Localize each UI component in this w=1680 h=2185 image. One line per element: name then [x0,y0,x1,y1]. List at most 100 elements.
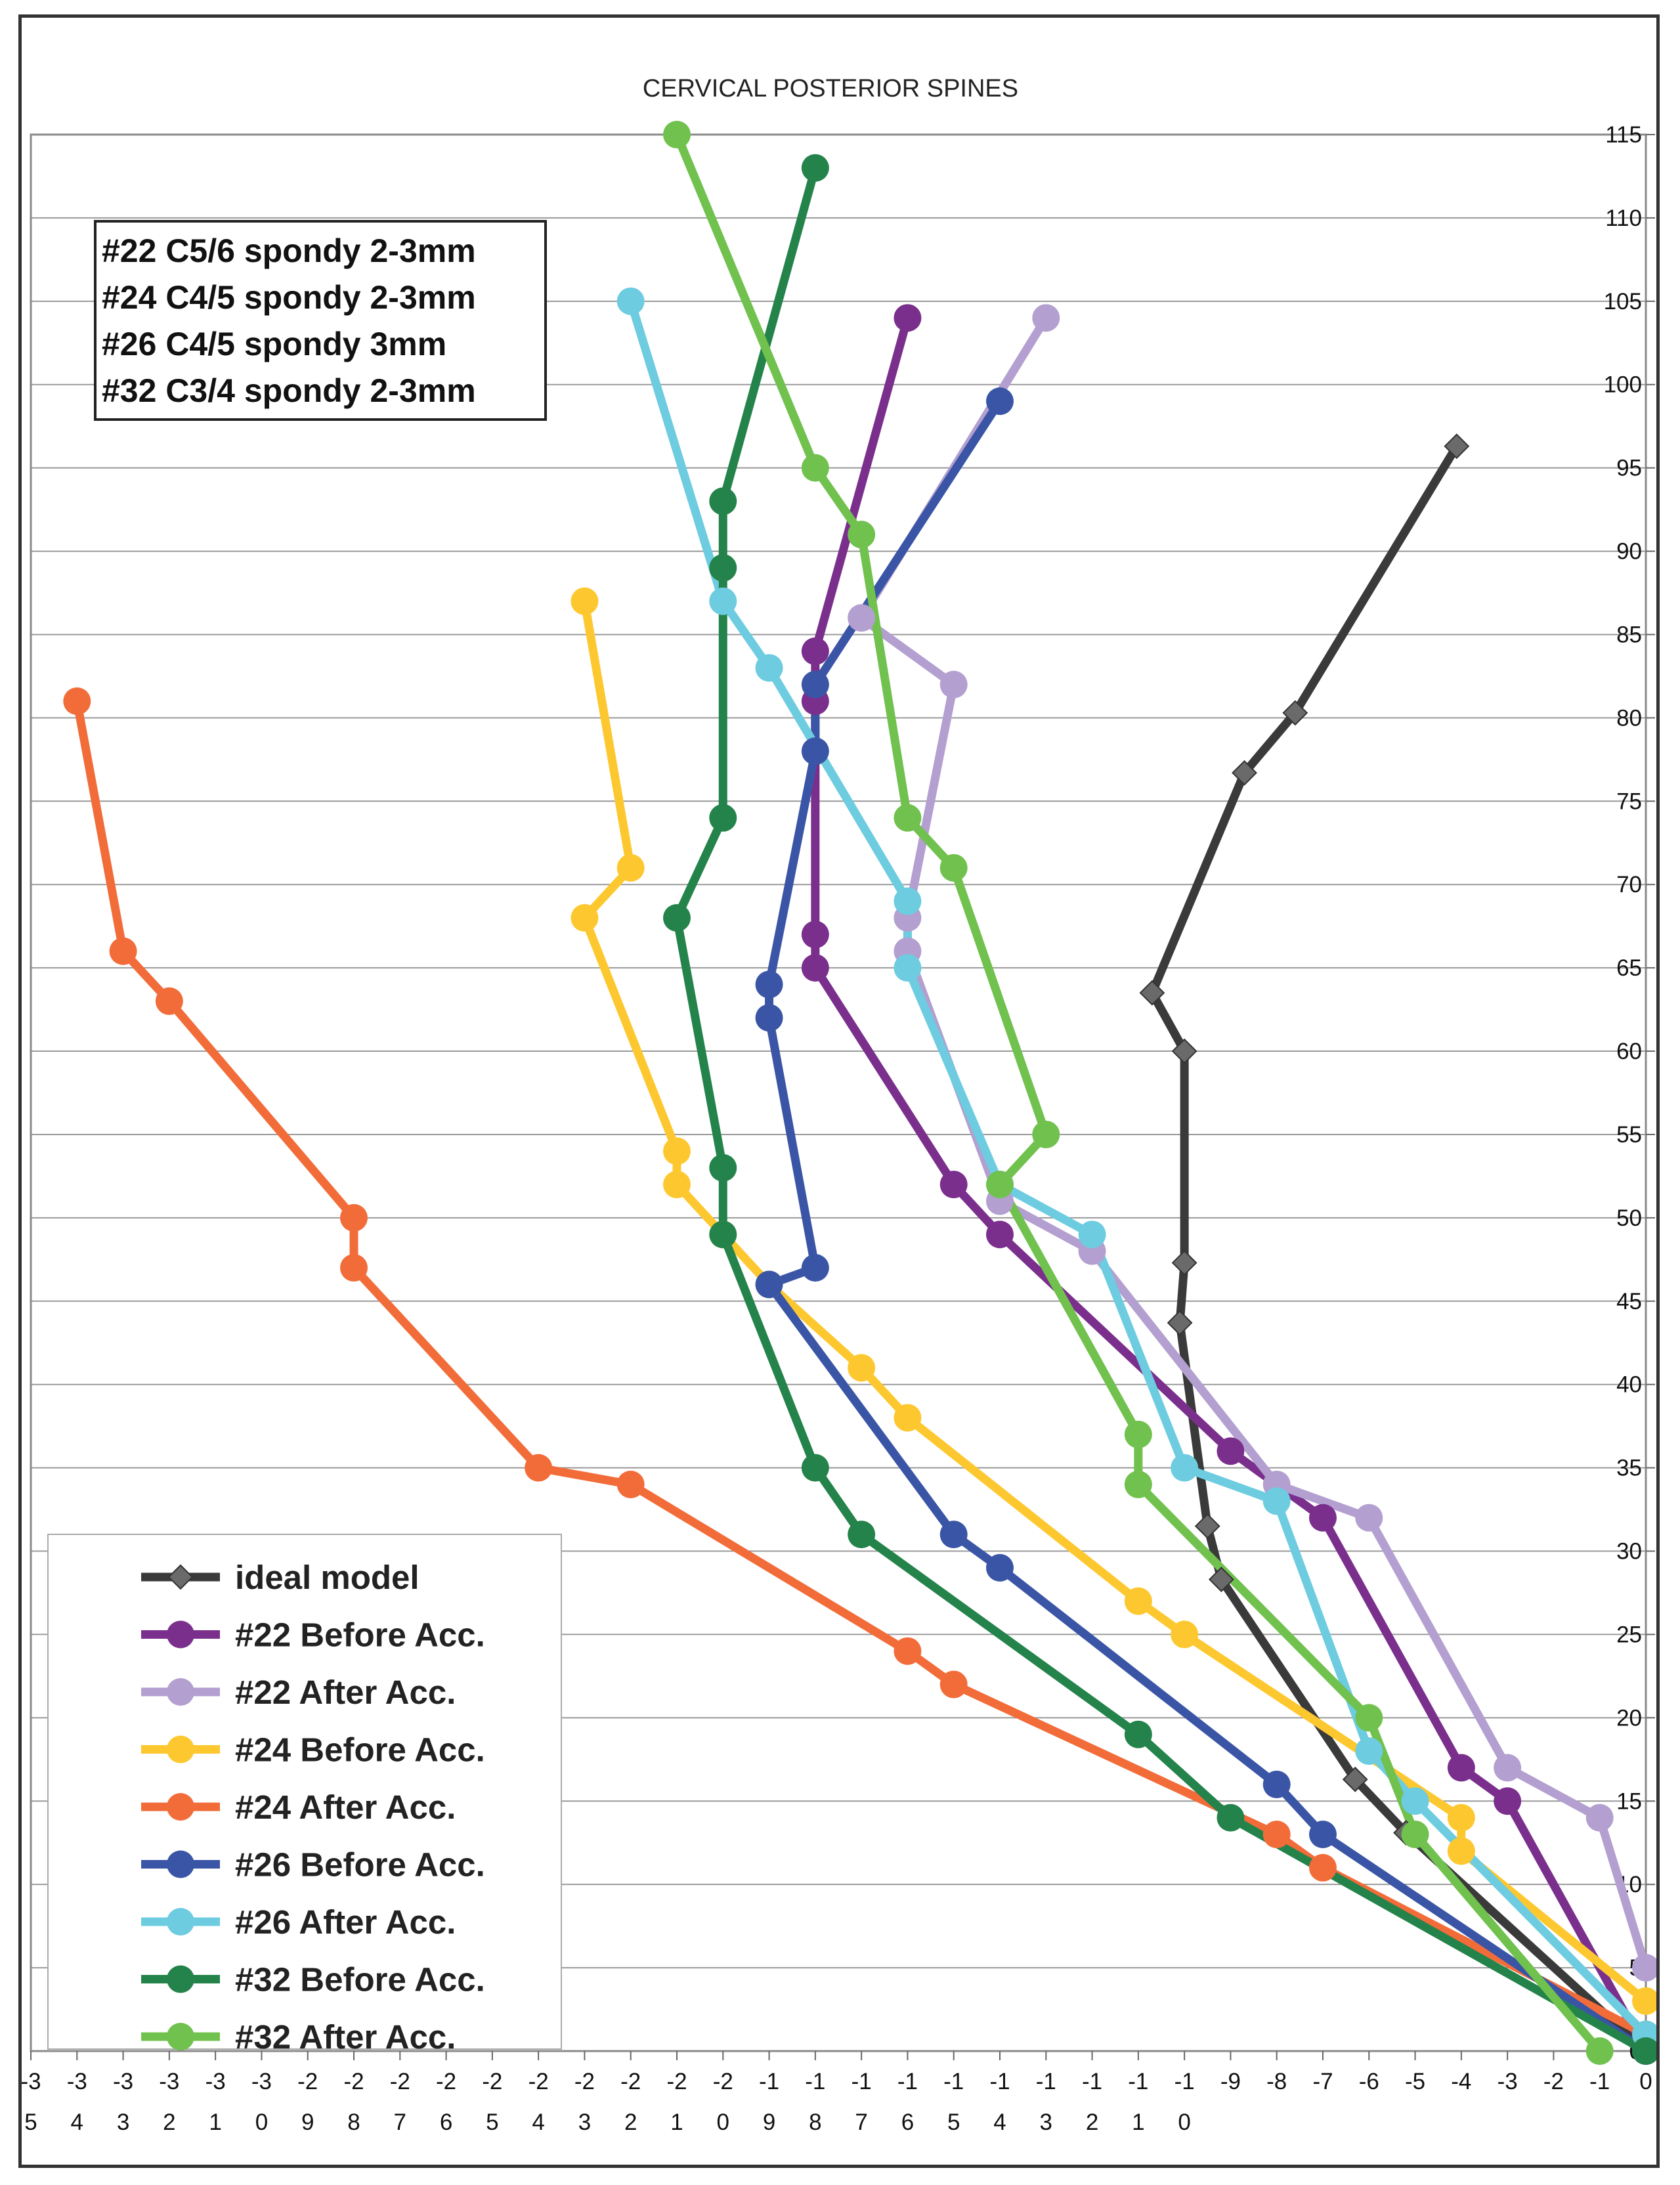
x-tick-label: -1 [897,2069,918,2094]
x-tick-label: -3 [251,2069,272,2094]
x-tick-label-second-line: 7 [394,2109,406,2135]
annotation-box: #22 C5/6 spondy 2-3mm #24 C4/5 spondy 2-… [94,220,547,421]
data-point [1447,1754,1475,1782]
x-tick-label: 0 [1639,2069,1652,2094]
data-point [155,987,183,1015]
data-point [939,1521,968,1549]
data-point [894,1637,922,1665]
data-point [986,1221,1014,1249]
data-point [801,637,829,665]
x-tick-label: -3 [22,2069,41,2094]
data-point [801,1254,829,1282]
x-tick-label: -1 [805,2069,825,2094]
x-tick-label-second-line: 1 [209,2109,221,2135]
y-tick-label: 40 [1616,1372,1642,1398]
legend-label: #26 Before Acc. [235,1846,485,1884]
chart: CERVICAL POSTERIOR SPINES 05101520253035… [22,75,1656,2135]
y-tick-label: 75 [1616,789,1642,814]
x-tick-label-second-line: 3 [117,2109,129,2135]
data-point [939,1171,968,1199]
data-point [709,487,737,515]
x-tick-label: -1 [1174,2069,1195,2094]
legend-label: ideal model [235,1559,420,1596]
y-tick-label: 70 [1616,872,1642,898]
x-tick-label: -2 [390,2069,410,2094]
data-point [1494,1754,1522,1782]
legend-marker [167,1793,194,1821]
annotation-line: #26 C4/5 spondy 3mm [102,326,446,362]
data-point [1032,304,1060,332]
y-tick-label: 95 [1616,456,1642,481]
y-tick-label: 30 [1616,1539,1642,1565]
x-tick-label-second-line: 8 [809,2109,821,2135]
legend-label: #24 After Acc. [235,1788,456,1826]
data-point [939,1670,968,1698]
x-tick-label: -1 [943,2069,964,2094]
series-line [580,597,1650,2006]
data-point [1585,2037,1614,2065]
x-tick-label: -3 [113,2069,133,2094]
data-point [1401,1787,1429,1815]
data-point [1632,1987,1656,2015]
data-point [1124,1420,1152,1448]
x-tick-label: -3 [205,2069,226,2094]
x-tick-label: -1 [1082,2069,1102,2094]
legend-marker [167,2023,194,2050]
x-tick-label: -3 [1497,2069,1518,2094]
y-tick-label: 100 [1604,372,1642,398]
y-tick-label: 50 [1616,1205,1642,1231]
data-point [848,604,876,632]
y-tick-label: 65 [1616,955,1642,981]
x-tick-label: -3 [67,2069,87,2094]
data-point [801,670,829,699]
y-tick-label: 45 [1616,1289,1642,1314]
data-point [1632,1954,1656,1982]
data-point [1282,700,1308,726]
series-line [811,313,1650,2056]
x-tick-label: -1 [989,2069,1010,2094]
data-point [663,903,691,932]
chart-frame: CERVICAL POSTERIOR SPINES 05101520253035… [18,14,1660,2168]
x-tick-label-second-line: 4 [71,2109,83,2135]
data-point [1309,1821,1337,1849]
x-tick-label-second-line: 4 [993,2109,1006,2135]
data-point [986,1553,1014,1582]
data-point [1585,1804,1614,1832]
data-point [709,553,737,582]
data-point [755,1270,783,1299]
legend-marker [167,1965,194,1993]
data-point [894,804,922,832]
data-point [663,1171,691,1199]
data-point [894,304,922,332]
data-point [340,1203,368,1232]
data-point [616,854,645,882]
data-point [1355,1504,1383,1532]
x-tick-label-second-line: 2 [1086,2109,1098,2135]
legend-marker [167,1850,194,1878]
annotation-line: #22 C5/6 spondy 2-3mm [102,232,476,269]
data-point [1309,1504,1337,1532]
series-line [857,313,1650,1972]
data-point [1309,1853,1337,1882]
x-tick-label: -2 [297,2069,318,2094]
data-point [709,804,737,832]
x-tick-label: -1 [851,2069,872,2094]
data-point [1444,433,1470,460]
data-point [986,387,1014,416]
x-tick-label-second-line: 1 [1132,2109,1144,2135]
x-tick-label: -2 [713,2069,733,2094]
legend-marker [167,1735,194,1763]
series-line [1148,442,1650,2056]
x-tick-label: -8 [1266,2069,1287,2094]
data-point [848,1354,876,1382]
data-point [1355,1704,1383,1732]
x-tick-label: -7 [1312,2069,1333,2094]
data-point [986,1171,1014,1199]
data-point [616,1470,645,1498]
y-tick-label: 90 [1616,539,1642,565]
data-point [848,1521,876,1549]
legend-label: #24 Before Acc. [235,1731,485,1769]
x-tick-label-second-line: 2 [163,2109,175,2135]
legend-label: #32 After Acc. [235,2018,456,2056]
data-point [1167,1310,1193,1336]
